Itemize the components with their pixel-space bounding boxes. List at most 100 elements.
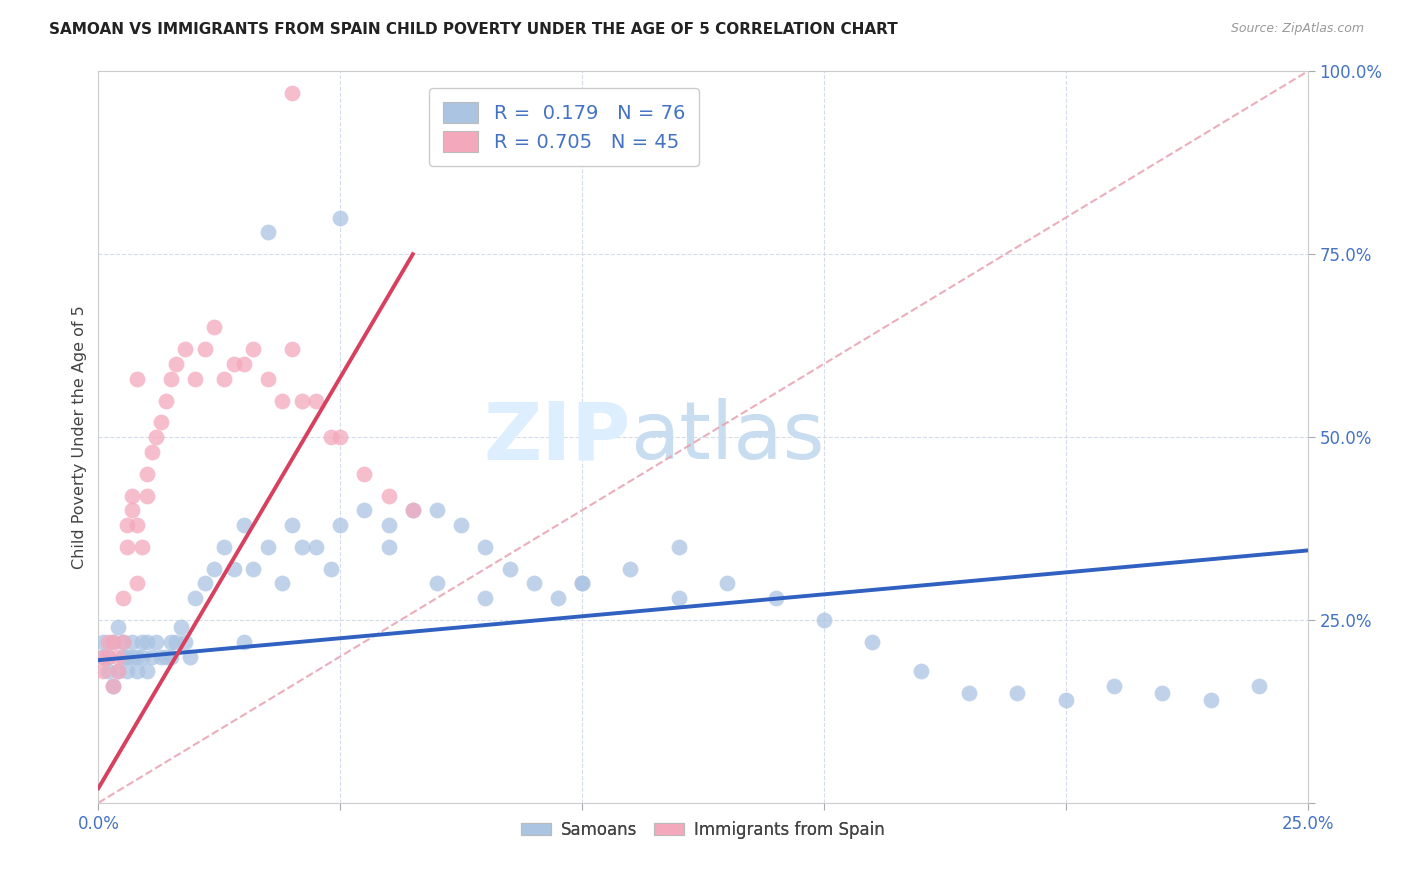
- Point: [353, 503, 375, 517]
- Point: [160, 371, 183, 385]
- Point: [165, 357, 187, 371]
- Point: [377, 489, 399, 503]
- Point: [127, 664, 149, 678]
- Point: [179, 649, 201, 664]
- Point: [121, 503, 143, 517]
- Point: [910, 664, 932, 678]
- Point: [91, 649, 114, 664]
- Point: [107, 664, 129, 678]
- Point: [232, 357, 254, 371]
- Point: [256, 540, 278, 554]
- Point: [194, 343, 217, 357]
- Point: [111, 591, 134, 605]
- Point: [91, 664, 114, 678]
- Point: [184, 371, 207, 385]
- Text: Source: ZipAtlas.com: Source: ZipAtlas.com: [1230, 22, 1364, 36]
- Point: [1054, 693, 1077, 707]
- Point: [97, 664, 120, 678]
- Point: [281, 517, 304, 532]
- Point: [174, 343, 197, 357]
- Point: [402, 503, 425, 517]
- Point: [281, 87, 304, 101]
- Point: [498, 562, 520, 576]
- Point: [212, 371, 235, 385]
- Text: ZIP: ZIP: [484, 398, 630, 476]
- Point: [204, 320, 226, 334]
- Point: [474, 591, 496, 605]
- Point: [135, 664, 157, 678]
- Point: [319, 430, 342, 444]
- Point: [1199, 693, 1222, 707]
- Point: [571, 576, 593, 591]
- Point: [141, 444, 163, 458]
- Point: [765, 591, 787, 605]
- Point: [450, 517, 472, 532]
- Point: [101, 635, 124, 649]
- Point: [101, 679, 124, 693]
- Point: [150, 649, 173, 664]
- Legend: Samoans, Immigrants from Spain: Samoans, Immigrants from Spain: [515, 814, 891, 846]
- Point: [242, 343, 264, 357]
- Point: [121, 489, 143, 503]
- Point: [222, 562, 245, 576]
- Point: [141, 649, 163, 664]
- Point: [668, 540, 690, 554]
- Point: [204, 562, 226, 576]
- Point: [232, 517, 254, 532]
- Point: [135, 467, 157, 481]
- Point: [127, 576, 149, 591]
- Point: [117, 540, 139, 554]
- Point: [97, 635, 120, 649]
- Point: [232, 635, 254, 649]
- Point: [271, 576, 294, 591]
- Point: [813, 613, 835, 627]
- Point: [426, 503, 449, 517]
- Point: [127, 517, 149, 532]
- Point: [547, 591, 569, 605]
- Point: [160, 649, 183, 664]
- Point: [145, 635, 167, 649]
- Point: [121, 649, 143, 664]
- Point: [1249, 679, 1271, 693]
- Point: [111, 649, 134, 664]
- Point: [117, 664, 139, 678]
- Point: [242, 562, 264, 576]
- Point: [169, 620, 191, 634]
- Y-axis label: Child Poverty Under the Age of 5: Child Poverty Under the Age of 5: [72, 305, 87, 569]
- Point: [145, 430, 167, 444]
- Point: [716, 576, 738, 591]
- Point: [329, 211, 352, 225]
- Point: [329, 517, 352, 532]
- Point: [111, 635, 134, 649]
- Point: [101, 679, 124, 693]
- Point: [107, 664, 129, 678]
- Point: [135, 635, 157, 649]
- Point: [117, 649, 139, 664]
- Point: [97, 649, 120, 664]
- Point: [305, 393, 328, 408]
- Point: [155, 393, 177, 408]
- Point: [107, 620, 129, 634]
- Point: [150, 416, 173, 430]
- Point: [91, 649, 114, 664]
- Point: [377, 517, 399, 532]
- Point: [281, 343, 304, 357]
- Point: [1007, 686, 1029, 700]
- Point: [131, 649, 153, 664]
- Point: [1152, 686, 1174, 700]
- Point: [194, 576, 217, 591]
- Point: [107, 649, 129, 664]
- Point: [619, 562, 641, 576]
- Point: [160, 635, 183, 649]
- Point: [165, 635, 187, 649]
- Point: [97, 649, 120, 664]
- Point: [155, 649, 177, 664]
- Point: [860, 635, 883, 649]
- Point: [290, 540, 312, 554]
- Point: [402, 503, 425, 517]
- Point: [135, 489, 157, 503]
- Point: [117, 517, 139, 532]
- Point: [131, 635, 153, 649]
- Point: [305, 540, 328, 554]
- Point: [329, 430, 352, 444]
